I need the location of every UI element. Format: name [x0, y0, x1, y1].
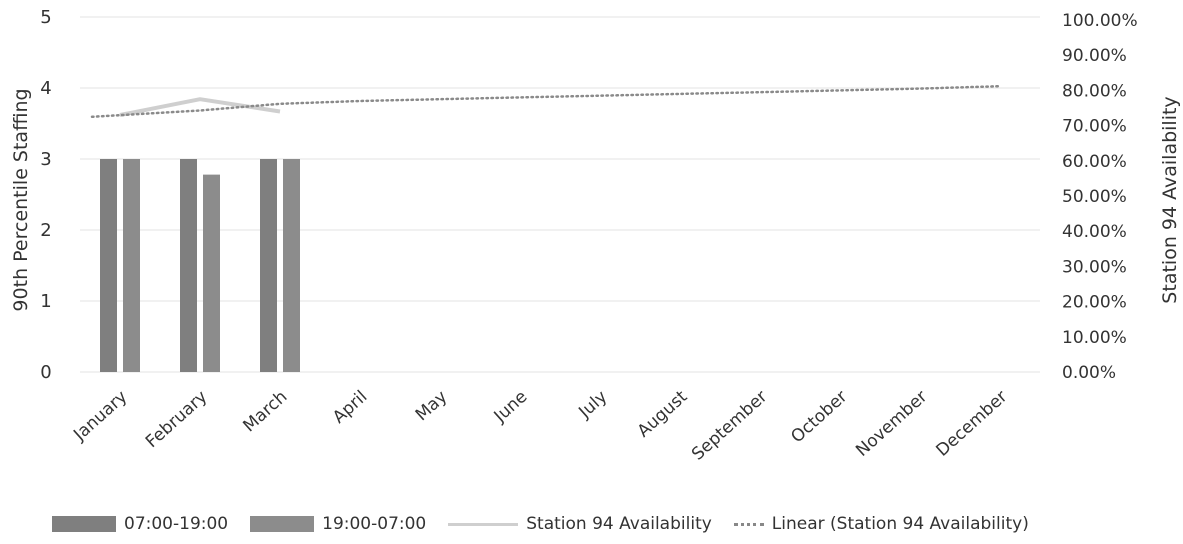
y2-tick-label: 100.00% — [1062, 11, 1138, 31]
x-tick-label: June — [490, 387, 532, 427]
y-tick-label: 2 — [40, 220, 51, 241]
x-tick-label: March — [239, 387, 291, 437]
availability-line — [119, 97, 281, 117]
y2-tick-label: 20.00% — [1062, 293, 1127, 313]
legend-item-trendline: Linear (Station 94 Availability) — [733, 514, 1029, 534]
y2-axis-title: Station 94 Availability — [1159, 96, 1181, 303]
bar — [100, 159, 117, 372]
y2-tick-label: 30.00% — [1062, 257, 1127, 277]
legend-swatch-trendline — [733, 522, 764, 526]
legend-label-trendline: Linear (Station 94 Availability) — [771, 514, 1029, 534]
x-tick-label: October — [787, 387, 851, 447]
x-tick-label: July — [574, 387, 611, 423]
legend-swatch-availability — [448, 522, 519, 526]
y-tick-label: 0 — [40, 362, 51, 383]
bar — [283, 159, 300, 372]
y-tick-label: 3 — [40, 149, 51, 170]
x-tick-label: April — [329, 387, 371, 428]
x-tick-label: August — [634, 387, 692, 442]
line-series — [90, 84, 1002, 119]
legend: 07:00-19:00 19:00-07:00 Station 94 Avail… — [52, 514, 1051, 534]
x-tick-label: February — [142, 387, 211, 452]
y2-tick-label: 50.00% — [1062, 187, 1127, 207]
y-axis-title: 90th Percentile Staffing — [10, 88, 32, 311]
y2-tick-label: 40.00% — [1062, 222, 1127, 242]
y2-tick-label: 70.00% — [1062, 117, 1127, 137]
legend-item-day-shift: 07:00-19:00 — [52, 514, 228, 534]
y-tick-label: 5 — [40, 7, 51, 28]
gridlines — [80, 16, 1040, 373]
x-tick-label: January — [69, 387, 131, 446]
x-axis-ticks: January February March April May June July Augu… — [69, 387, 1011, 465]
bar — [203, 174, 220, 372]
y2-tick-label: 0.00% — [1062, 363, 1116, 383]
legend-label-availability: Station 94 Availability — [526, 514, 712, 534]
legend-swatch-night-shift — [250, 516, 315, 532]
y2-tick-label: 80.00% — [1062, 81, 1127, 101]
y2-tick-label: 90.00% — [1062, 46, 1127, 66]
right-axis-ticks: 0.00% 10.00% 20.00% 30.00% 40.00% 50.00% 60.00… — [1062, 11, 1138, 383]
legend-label-day-shift: 07:00-19:00 — [124, 514, 229, 534]
x-tick-label: September — [688, 387, 771, 465]
left-axis-ticks: 0 1 2 3 4 5 — [40, 7, 51, 383]
x-tick-label: May — [412, 387, 452, 425]
chart-area: 0 1 2 3 4 5 0.00% 10.00% 20.00% 30.00% 40.00% 50.0… — [10, 7, 1181, 465]
legend-item-night-shift: 19:00-07:00 — [250, 514, 426, 534]
bar-series — [100, 159, 300, 372]
y-tick-label: 4 — [40, 78, 51, 99]
bar — [260, 159, 277, 372]
x-tick-label: November — [852, 387, 931, 461]
trend-line — [90, 84, 1002, 119]
bar — [180, 159, 197, 372]
legend-label-night-shift: 19:00-07:00 — [322, 514, 427, 534]
x-tick-label: December — [932, 387, 1011, 461]
legend-swatch-day-shift — [52, 516, 116, 532]
y2-tick-label: 10.00% — [1062, 328, 1127, 348]
legend-item-availability: Station 94 Availability — [448, 514, 712, 534]
bar — [123, 159, 140, 372]
y-tick-label: 1 — [40, 291, 51, 312]
y2-tick-label: 60.00% — [1062, 152, 1127, 172]
